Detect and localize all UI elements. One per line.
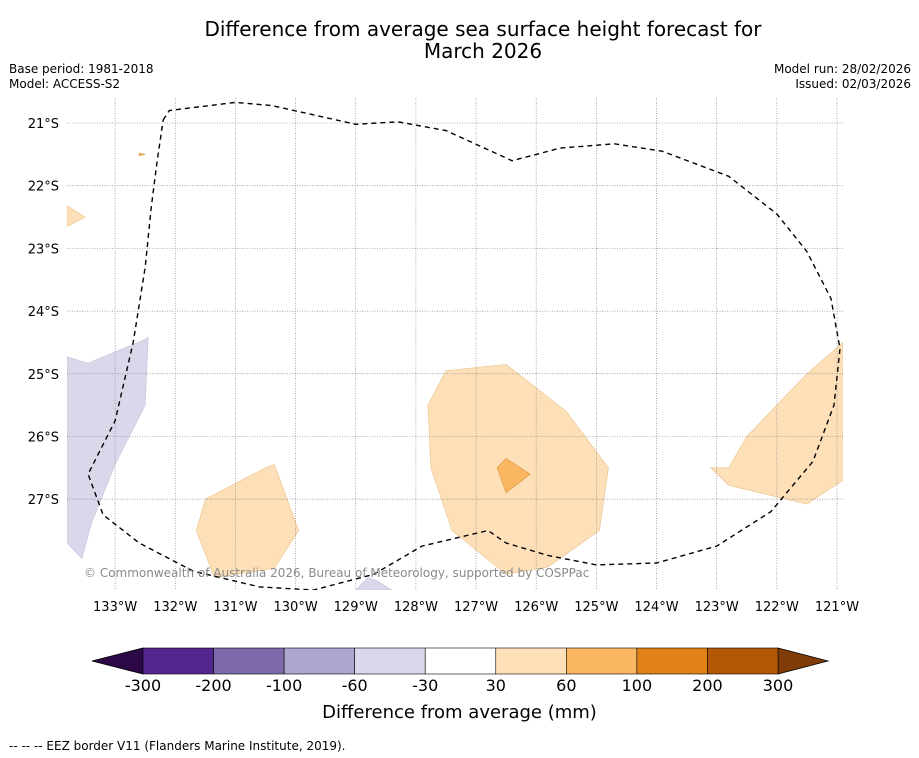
meta-right: Model run: 28/02/2026 Issued: 02/03/2026 bbox=[774, 62, 911, 92]
colorbar-under-arrow bbox=[91, 647, 144, 675]
colorbar-segment bbox=[213, 647, 285, 675]
colorbar-tick-label: -100 bbox=[265, 676, 303, 695]
model-name: Model: ACCESS-S2 bbox=[9, 77, 121, 91]
anomaly-region bbox=[496, 458, 531, 494]
longitude-label: 122°W bbox=[755, 600, 799, 615]
colorbar-tick-label: -60 bbox=[341, 676, 368, 695]
colorbar-tick-label: 100 bbox=[621, 676, 653, 695]
colorbar-tick-label: -30 bbox=[412, 676, 439, 695]
colorbar-segment bbox=[354, 647, 426, 675]
eez-border-line bbox=[87, 101, 841, 590]
map-figure: © Commonwealth of Australia 2026, Bureau… bbox=[28, 98, 859, 675]
issued-date: Issued: 02/03/2026 bbox=[795, 77, 911, 91]
longitude-label: 130°W bbox=[274, 600, 318, 615]
meta-left: Base period: 1981-2018 Model: ACCESS-S2 bbox=[9, 62, 154, 92]
title-line-1: Difference from average sea surface heig… bbox=[204, 17, 762, 41]
longitude-label: 132°W bbox=[153, 600, 197, 615]
graticule bbox=[67, 98, 843, 590]
eez-footnote: -- -- -- EEZ border V11 (Flanders Marine… bbox=[9, 739, 346, 753]
colorbar-tick-label: 200 bbox=[692, 676, 723, 695]
colorbar bbox=[91, 647, 830, 675]
longitude-label: 125°W bbox=[574, 600, 618, 615]
chart-title: Difference from average sea surface heig… bbox=[0, 18, 919, 62]
longitude-label: 133°W bbox=[93, 600, 137, 615]
anomaly-region bbox=[355, 577, 393, 590]
longitude-labels: 133°W 132°W 131°W 130°W 129°W 128°W 127°W 126°W… bbox=[93, 600, 859, 615]
title-line-2: March 2026 bbox=[423, 39, 543, 63]
latitude-label: 24°S bbox=[28, 305, 59, 320]
colorbar-tick-label: 300 bbox=[762, 676, 794, 695]
latitude-label: 27°S bbox=[28, 493, 59, 508]
colorbar-segment bbox=[424, 647, 497, 675]
latitude-label: 25°S bbox=[28, 368, 59, 383]
anomaly-regions bbox=[67, 152, 843, 590]
colorbar-tick-label: -200 bbox=[195, 676, 232, 695]
colorbar-label: Difference from average (mm) bbox=[322, 702, 597, 723]
longitude-label: 123°W bbox=[695, 600, 739, 615]
eez-border bbox=[87, 101, 841, 590]
colorbar-tick-label: -300 bbox=[124, 676, 162, 695]
latitude-label: 26°S bbox=[28, 430, 59, 445]
colorbar-over-arrow bbox=[777, 647, 830, 675]
longitude-label: 131°W bbox=[213, 600, 257, 615]
latitude-label: 23°S bbox=[28, 242, 59, 257]
colorbar-segment bbox=[636, 647, 708, 675]
copyright-notice: © Commonwealth of Australia 2026, Bureau… bbox=[84, 566, 589, 580]
colorbar-segment bbox=[566, 647, 638, 675]
colorbar-tick-label: 30 bbox=[485, 676, 506, 695]
colorbar-segment bbox=[283, 647, 355, 675]
base-period: Base period: 1981-2018 bbox=[9, 62, 154, 76]
longitude-label: 129°W bbox=[334, 600, 378, 615]
longitude-label: 126°W bbox=[514, 600, 558, 615]
latitude-label: 21°S bbox=[28, 117, 59, 132]
anomaly-region bbox=[138, 152, 146, 157]
longitude-label: 121°W bbox=[815, 600, 859, 615]
colorbar-segment bbox=[707, 647, 779, 675]
anomaly-region bbox=[195, 464, 299, 578]
anomaly-region bbox=[67, 205, 86, 227]
anomaly-region bbox=[67, 336, 149, 560]
colorbar-tick-label: 60 bbox=[556, 676, 577, 695]
longitude-label: 127°W bbox=[454, 600, 498, 615]
latitude-label: 22°S bbox=[28, 180, 59, 195]
colorbar-segment bbox=[495, 647, 567, 675]
colorbar-segment bbox=[142, 647, 214, 675]
model-run: Model run: 28/02/2026 bbox=[773, 62, 911, 76]
latitude-labels: 21°S 22°S 23°S 24°S 25°S 26°S 27°S bbox=[28, 117, 59, 508]
longitude-label: 128°W bbox=[394, 600, 438, 615]
longitude-label: 124°W bbox=[634, 600, 678, 615]
